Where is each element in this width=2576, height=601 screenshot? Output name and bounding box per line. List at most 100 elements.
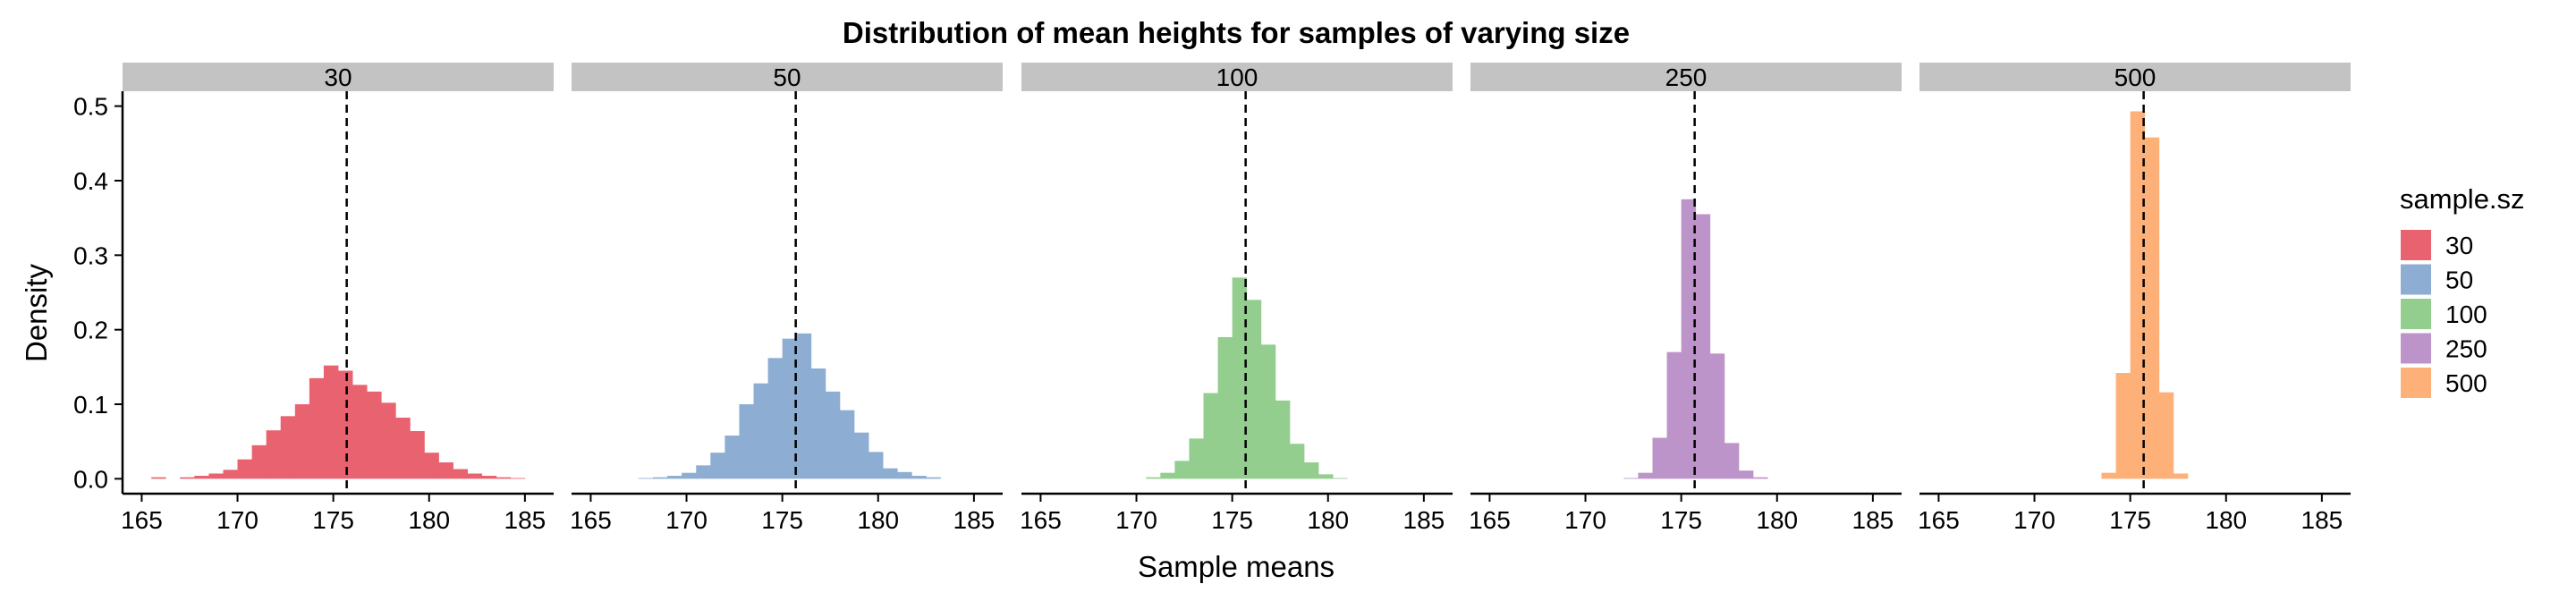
x-tick-label: 175: [312, 506, 354, 534]
legend-key-swatch: [2401, 264, 2431, 295]
x-tick-label: 180: [1756, 506, 1798, 534]
histogram-bar: [1638, 472, 1653, 479]
legend-key-label: 250: [2445, 335, 2487, 363]
facet-strip: [1919, 63, 2351, 91]
facet-strip: [1021, 63, 1453, 91]
legend-key-swatch: [2401, 368, 2431, 398]
histogram-bar: [2130, 111, 2146, 479]
facet-panel-30: 30 165 170 175 180 185: [121, 63, 554, 534]
histogram-bar: [2158, 392, 2174, 479]
histogram-bar: [151, 477, 166, 479]
histogram-bar: [438, 462, 453, 479]
histogram-bar: [294, 404, 310, 479]
histogram-bar: [1146, 477, 1161, 479]
y-tick-label: 0.4: [73, 167, 108, 195]
facet-panel-100: 100 165 170 175 180 185: [1020, 63, 1453, 534]
histogram-bar: [1318, 474, 1334, 479]
legend-key-label: 30: [2445, 232, 2473, 259]
x-tick-label: 185: [504, 506, 547, 534]
facet-strip-label: 250: [1665, 63, 1707, 91]
histogram-bar: [638, 478, 654, 479]
histogram-bar: [223, 470, 238, 479]
histogram-bar: [1174, 461, 1190, 479]
x-tick-label: 175: [1211, 506, 1253, 534]
histogram-bar: [266, 430, 282, 479]
histogram-bar: [724, 436, 740, 479]
histogram-bar: [926, 477, 941, 479]
facet-strip-label: 30: [324, 63, 352, 91]
histogram-bar: [667, 476, 682, 479]
histogram-bar: [1246, 300, 1262, 479]
histogram-bar: [395, 418, 411, 479]
histogram-bar: [467, 473, 483, 479]
histogram-bar: [911, 476, 927, 479]
x-tick-label: 180: [1307, 506, 1349, 534]
histogram-bar: [710, 453, 725, 479]
histogram-bar: [381, 402, 396, 479]
histogram-bar: [1160, 472, 1175, 479]
y-tick-label: 0.5: [73, 93, 108, 121]
facet-strip: [572, 63, 1003, 91]
histogram-bar: [1260, 344, 1276, 479]
histogram-bar: [496, 477, 512, 479]
legend-key-label: 100: [2445, 300, 2487, 328]
histogram-bar: [510, 478, 526, 479]
histogram-bar: [1623, 478, 1639, 479]
legend: sample.sz 30 50 100 250 500: [2400, 183, 2525, 398]
histogram-bar: [883, 468, 898, 479]
histogram-bar: [1681, 199, 1697, 479]
y-tick-label: 0.0: [73, 465, 108, 493]
x-tick-label: 175: [2109, 506, 2151, 534]
histogram-bar: [251, 444, 267, 479]
facet-strip: [123, 63, 554, 91]
histogram-bar: [352, 385, 368, 479]
legend-key-label: 50: [2445, 267, 2473, 294]
histogram-bar: [1232, 277, 1248, 479]
x-tick-label: 170: [665, 506, 708, 534]
x-tick-label: 185: [2301, 506, 2343, 534]
histogram-bar: [810, 368, 826, 479]
histogram-bar: [1217, 337, 1233, 479]
facet-panels: 0.0 0.1 0.2 0.3 0.4 0.5 30 165 170 175 180 185 50 165…: [73, 63, 2351, 534]
chart-title: Distribution of mean heights for samples…: [843, 16, 1630, 49]
y-tick-label: 0.1: [73, 391, 108, 419]
histogram-bar: [481, 476, 497, 479]
histogram-bar: [323, 365, 339, 479]
histogram-bar: [767, 358, 784, 479]
histogram-bar: [194, 476, 209, 479]
histogram-bar: [1303, 462, 1319, 479]
histogram-bar: [653, 477, 668, 479]
y-tick-label: 0.2: [73, 317, 108, 344]
histogram-bar: [2144, 137, 2160, 479]
histogram-bar: [739, 404, 754, 479]
facet-panel-500: 500 165 170 175 180 185: [1918, 63, 2351, 534]
histogram-bar: [1189, 438, 1204, 479]
histogram-bar: [796, 333, 812, 479]
histogram-bar: [180, 477, 195, 479]
histogram-bar: [1666, 351, 1682, 479]
histogram-bar: [2115, 373, 2131, 479]
histogram-bar: [208, 473, 224, 479]
facet-strip-label: 100: [1216, 63, 1258, 91]
facet-strip-label: 500: [2114, 63, 2157, 91]
x-tick-label: 170: [216, 506, 258, 534]
histogram-bar: [825, 391, 841, 479]
histogram-bar: [1289, 444, 1305, 479]
histogram-bar: [1652, 437, 1667, 479]
histogram-bar: [280, 416, 296, 479]
histogram-bar: [696, 465, 711, 479]
histogram-bar: [309, 377, 325, 479]
histogram-bar: [1695, 214, 1711, 479]
x-tick-label: 165: [1020, 506, 1062, 534]
facet-panel-50: 50 165 170 175 180 185: [570, 63, 1003, 534]
histogram-bar: [237, 459, 252, 479]
histogram-bar: [453, 469, 468, 479]
histogram-bar: [1275, 400, 1291, 479]
x-axis-title: Sample means: [1138, 550, 1335, 583]
histogram-bar: [2173, 473, 2189, 479]
legend-key-label: 500: [2445, 369, 2487, 397]
x-tick-label: 170: [1115, 506, 1157, 534]
histogram-bar: [410, 431, 425, 479]
facet-panel-250: 250 165 170 175 180 185: [1469, 63, 1902, 534]
histogram-bar: [897, 471, 912, 479]
